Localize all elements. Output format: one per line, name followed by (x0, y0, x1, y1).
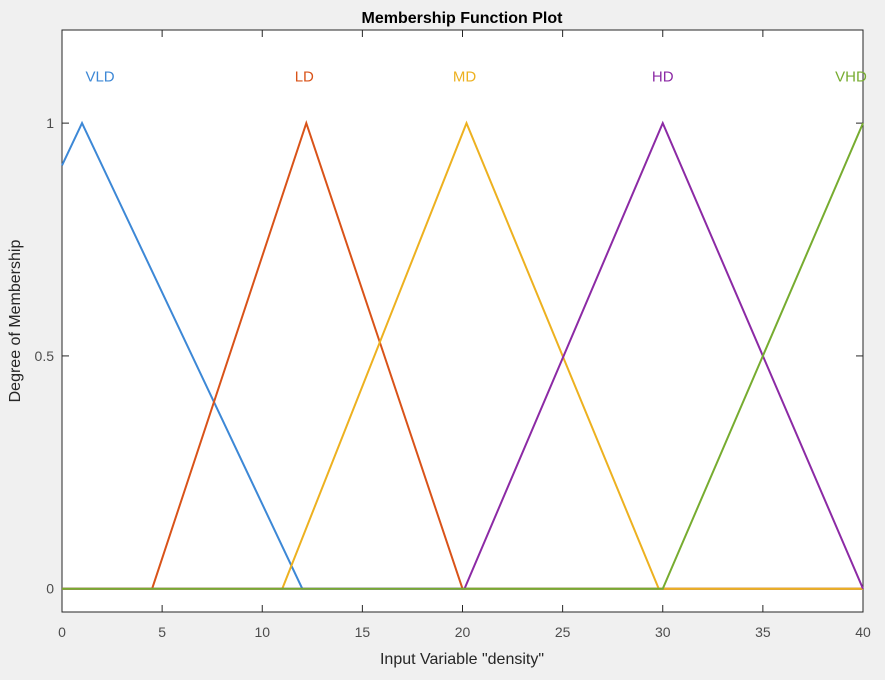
x-tick-label: 35 (755, 624, 771, 640)
y-tick-label: 0 (46, 581, 54, 597)
x-tick-label: 40 (855, 624, 871, 640)
x-tick-label: 15 (355, 624, 371, 640)
plot-area (61, 29, 864, 613)
series-label-vhd: VHD (835, 69, 867, 86)
series-label-vld: VLD (85, 69, 114, 86)
y-axis-label: Degree of Membership (7, 240, 24, 403)
chart-title: Membership Function Plot (362, 10, 564, 27)
x-tick-label: 25 (555, 624, 571, 640)
x-tick-label: 0 (58, 624, 66, 640)
x-tick-label: 10 (254, 624, 270, 640)
x-axis-label: Input Variable "density" (380, 651, 544, 668)
y-tick-label: 1 (46, 115, 54, 131)
x-tick-label: 20 (455, 624, 471, 640)
series-label-ld: LD (295, 69, 314, 86)
y-tick-label: 0.5 (35, 348, 55, 364)
series-line-vhd (62, 122, 864, 590)
series-label-hd: HD (652, 69, 674, 86)
x-tick-label: 30 (655, 624, 671, 640)
series-label-md: MD (453, 69, 476, 86)
x-tick-label: 5 (158, 624, 166, 640)
